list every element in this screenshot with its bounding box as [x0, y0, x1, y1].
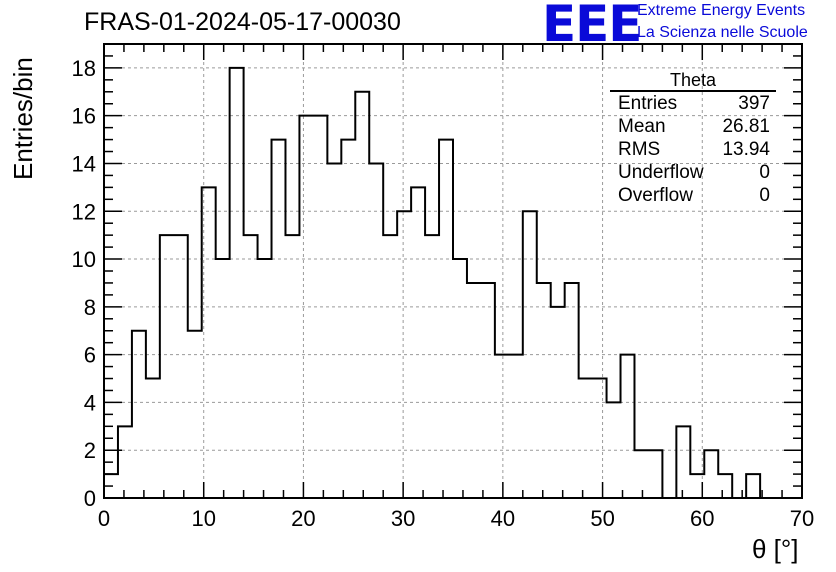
- y-tick-label: 8: [84, 295, 96, 320]
- stats-title: Theta: [610, 70, 776, 92]
- y-tick-label: 16: [72, 104, 96, 129]
- y-tick-label: 0: [84, 486, 96, 511]
- stats-label: Overflow: [618, 185, 693, 206]
- y-axis-label: Entries/bin: [8, 57, 38, 180]
- x-tick-label: 40: [491, 506, 515, 531]
- y-tick-labels: 0 2 4 6 8 10 12 14 16 18: [72, 56, 96, 511]
- x-tick-label: 50: [590, 506, 614, 531]
- stats-row-rms: RMS 13.94: [610, 138, 776, 161]
- stats-box: Theta Entries 397 Mean 26.81 RMS 13.94 U…: [610, 70, 776, 207]
- stats-value: 0: [759, 162, 770, 183]
- y-tick-label: 18: [72, 56, 96, 81]
- stats-value: 397: [738, 93, 770, 114]
- x-tick-label: 0: [98, 506, 110, 531]
- y-tick-label: 12: [72, 199, 96, 224]
- x-tick-label: 30: [391, 506, 415, 531]
- logo-caption-line1: Extreme Energy Events: [637, 2, 806, 19]
- run-title: FRAS-01-2024-05-17-00030: [84, 8, 401, 36]
- stats-label: RMS: [618, 139, 661, 160]
- x-tick-label: 60: [690, 506, 714, 531]
- stats-value: 26.81: [722, 116, 770, 137]
- stats-value: 13.94: [722, 139, 770, 160]
- eee-logo: EEE: [542, 0, 642, 53]
- logo-caption-line2: La Scienza nelle Scuole: [637, 24, 808, 41]
- stats-value: 0: [759, 185, 770, 206]
- stats-row-underflow: Underflow 0: [610, 161, 776, 184]
- x-tick-label: 10: [191, 506, 215, 531]
- y-tick-label: 14: [72, 151, 96, 176]
- y-tick-label: 6: [84, 343, 96, 368]
- axis-ticks: [103, 43, 803, 499]
- y-tick-label: 10: [72, 247, 96, 272]
- stats-row-entries: Entries 397: [610, 92, 776, 115]
- stats-label: Entries: [618, 93, 678, 114]
- stats-label: Mean: [618, 116, 666, 137]
- x-tick-label: 70: [790, 506, 814, 531]
- stats-label: Underflow: [618, 162, 704, 183]
- stats-row-overflow: Overflow 0: [610, 184, 776, 207]
- x-tick-label: 20: [291, 506, 315, 531]
- x-tick-labels: 0 10 20 30 40 50 60 70: [98, 506, 814, 531]
- stats-row-mean: Mean 26.81: [610, 115, 776, 138]
- y-tick-label: 2: [84, 438, 96, 463]
- y-tick-label: 4: [84, 390, 96, 415]
- histogram-step-line: [104, 66, 802, 499]
- x-axis-label: θ [°]: [752, 534, 799, 564]
